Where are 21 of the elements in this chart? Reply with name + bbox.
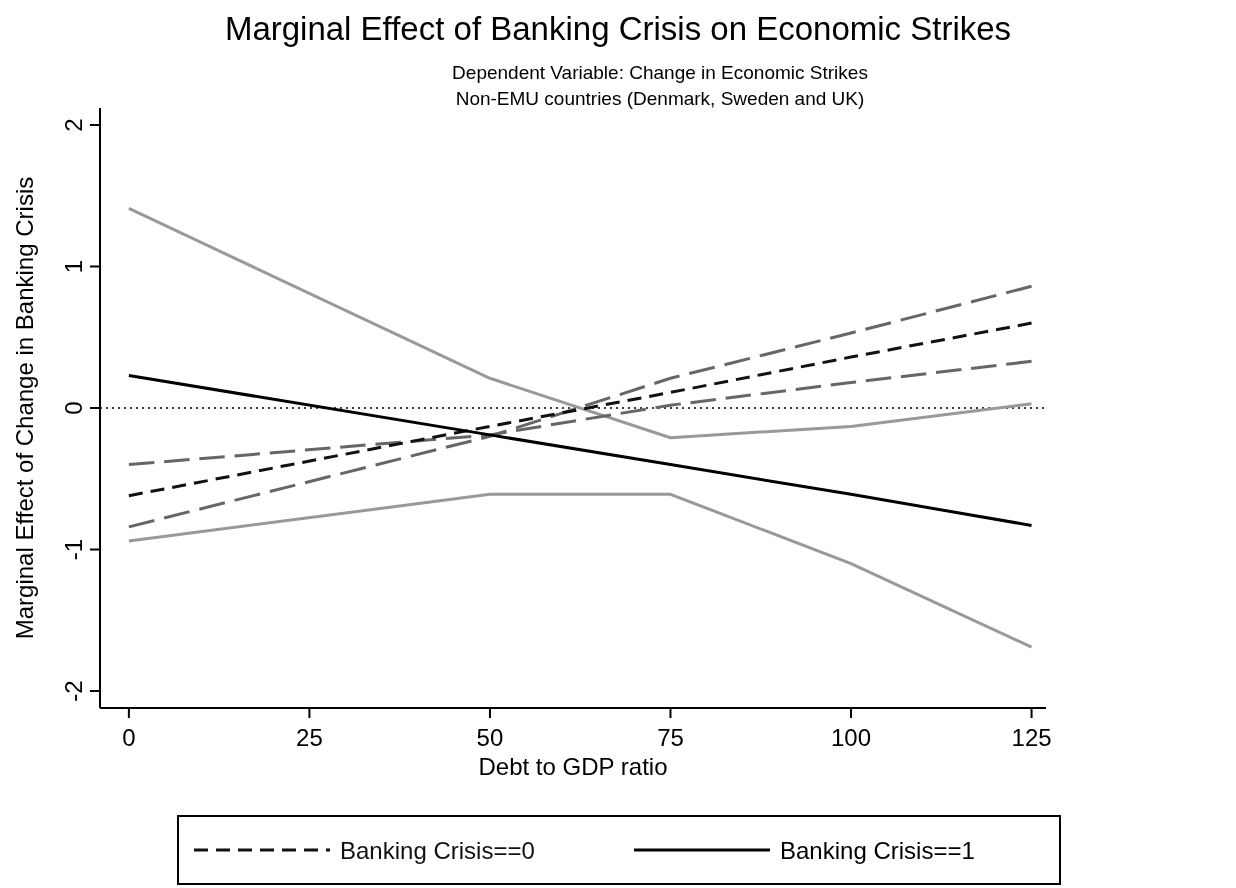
x-tick-label: 75	[657, 724, 684, 751]
x-tick-label: 125	[1011, 724, 1052, 751]
x-tick-label: 25	[296, 724, 323, 751]
y-tick-label: -2	[60, 680, 87, 702]
chart-title: Marginal Effect of Banking Crisis on Economic Strikes	[224, 10, 1012, 47]
y-axis-title: Marginal Effect of Change in Banking Crisis	[11, 176, 38, 640]
line-series	[127, 492, 1034, 649]
line-series	[127, 284, 1034, 529]
y-tick-label: 0	[60, 401, 87, 415]
line-series	[127, 321, 1034, 498]
x-tick-label: 50	[476, 724, 504, 751]
x-tick-label: 0	[122, 724, 136, 751]
x-axis-title: Debt to GDP ratio	[478, 753, 668, 780]
text: Banking Crisis==0	[340, 837, 535, 864]
chart-subtitle: Dependent Variable: Change in Economic Strikes Non-EMU countries (Denmark, Sweden and UK)	[452, 62, 868, 109]
line-series	[127, 206, 1034, 440]
y-tick-label: 2	[60, 118, 87, 132]
text: Banking Crisis==1	[780, 837, 975, 864]
y-tick-label: 1	[60, 259, 87, 274]
y-tick-label: -1	[60, 538, 87, 561]
x-tick-label: 100	[831, 724, 872, 751]
